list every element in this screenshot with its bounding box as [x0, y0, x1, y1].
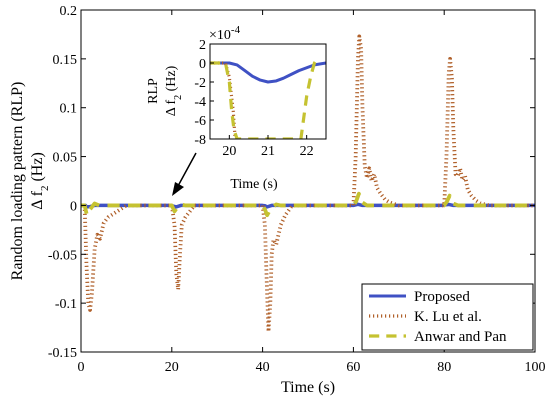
inset-y-tick-label: -4 — [194, 95, 206, 110]
x-tick-label: 60 — [346, 360, 360, 375]
inset-x-tick-label: 22 — [300, 144, 314, 159]
y-tick-label: -0.15 — [48, 346, 77, 361]
inset-scale-label: ×10-4 — [209, 24, 241, 43]
inset-plot-frame — [209, 43, 327, 140]
legend-label-anwar-and-pan: Anwar and Pan — [414, 329, 507, 345]
legend-label-proposed: Proposed — [414, 289, 470, 305]
y-axis-label-line2-prefix: Δ f — [29, 190, 46, 209]
annotation-arrow-shaft — [177, 152, 197, 187]
inset-y-label-line2-sub: 2 — [173, 95, 184, 100]
inset-y-label-line1-group: RLP — [146, 78, 161, 104]
y-axis-label-line1: Random loading pattern (RLP) — [9, 82, 26, 281]
inset-series-group — [210, 56, 326, 139]
inset-y-tick-label: 0 — [199, 57, 206, 72]
y-axis-label-line2-sub: 2 — [39, 186, 51, 192]
main-series-group — [81, 34, 535, 334]
y-axis-label-line2-group: Δ f2 (Hz) — [29, 152, 51, 210]
x-axis-label: Time (s) — [281, 379, 335, 396]
inset-series-line-proposed — [210, 61, 326, 84]
y-tick-label: 0.1 — [60, 102, 78, 117]
y-tick-label: 0.2 — [60, 4, 78, 19]
annotation-arrow-head — [172, 182, 184, 196]
inset-x-tick-label: 21 — [261, 144, 275, 159]
y-axis-label-line1-group: Random loading pattern (RLP) — [9, 82, 26, 281]
inset-plot-area — [210, 44, 326, 139]
main-plot-frame — [80, 9, 536, 353]
inset-scale-exp: -4 — [231, 24, 241, 36]
x-tick-label: 80 — [437, 360, 451, 375]
inset-y-label-line2-group: Δ f2 (Hz) — [164, 65, 184, 116]
y-tick-label: 0 — [70, 199, 77, 214]
y-tick-label: 0.15 — [53, 53, 78, 68]
inset-scale-base: ×10 — [209, 28, 231, 43]
inset-y-label-line1: RLP — [146, 78, 161, 104]
inset-x-axis-label: Time (s) — [230, 177, 278, 192]
inset-y-tick-label: -8 — [194, 133, 206, 148]
inset-x-tick-label: 20 — [222, 144, 236, 159]
legend-label-k-lu-et-al: K. Lu et al. — [414, 309, 482, 325]
inset-y-label-line2-suffix: (Hz) — [164, 65, 179, 94]
y-tick-label: -0.05 — [48, 248, 77, 263]
x-tick-label: 20 — [165, 360, 179, 375]
inset-y-tick-label: 2 — [199, 38, 206, 53]
x-tick-label: 40 — [256, 360, 270, 375]
x-tick-label: 100 — [525, 360, 546, 375]
series-line-anwar-and-pan — [81, 191, 535, 218]
y-tick-label: -0.1 — [55, 297, 77, 312]
legend: Proposed K. Lu et al. Anwar and Pan — [361, 283, 534, 351]
x-tick-label: 0 — [78, 360, 85, 375]
y-tick-label: 0.05 — [53, 151, 78, 166]
inset-y-tick-label: -2 — [194, 76, 206, 91]
legend-entries: Proposed K. Lu et al. Anwar and Pan — [369, 289, 507, 345]
inset-y-tick-label: -6 — [194, 114, 206, 129]
inset-y-label-line2: Δ f2 (Hz) — [164, 65, 184, 116]
y-axis-label-line2-suffix: (Hz) — [29, 152, 46, 185]
annotation-arrow — [172, 152, 197, 196]
y-axis-label-line2: Δ f2 (Hz) — [29, 152, 51, 210]
inset-y-label-line2-prefix: Δ f — [164, 100, 179, 117]
